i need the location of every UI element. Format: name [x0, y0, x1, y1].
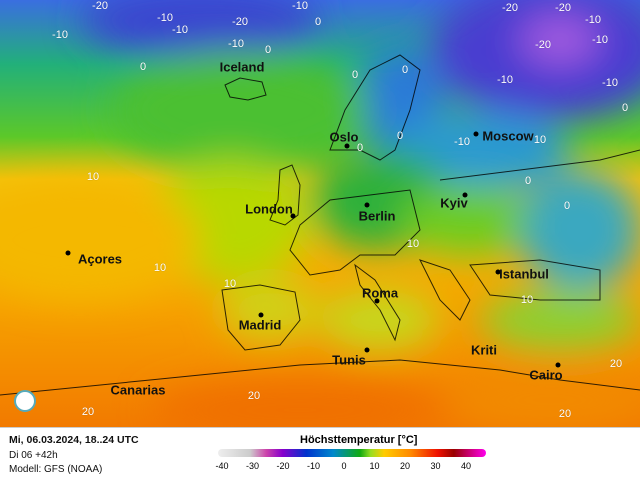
isotherm-label: 20 — [247, 390, 261, 402]
logo-icon — [14, 390, 36, 412]
city-marker — [374, 298, 380, 304]
isotherm-label: 10 — [153, 262, 167, 274]
isotherm-label: 0 — [524, 175, 532, 187]
isotherm-label: -20 — [535, 39, 551, 51]
legend-title: Höchsttemperatur [°C] — [300, 434, 418, 446]
isotherm-label: -10 — [292, 0, 308, 12]
isotherm-label: 0 — [621, 102, 629, 114]
city-marker — [555, 362, 561, 368]
city-label: Tunis — [332, 352, 366, 368]
city-label: Moscow — [482, 128, 534, 144]
city-label: Kyiv — [440, 195, 468, 211]
temperature-field — [0, 0, 640, 427]
valid-time: Mi, 06.03.2024, 18..24 UTC — [9, 434, 139, 446]
isotherm-label: -10 — [172, 24, 188, 36]
isotherm-label: -10 — [592, 34, 608, 46]
temperature-map[interactable]: -20 -10 -10 -20 -10 -10 0 -10 0 -20 -20 -10 -20 -10 -1… — [0, 0, 640, 427]
isotherm-label: 0 — [351, 69, 359, 81]
footer: Mi, 06.03.2024, 18..24 UTC Di 06 +42h Mo… — [0, 427, 640, 479]
isotherm-label: 0 — [264, 44, 272, 56]
city-label: Berlin — [358, 208, 396, 224]
isotherm-label: 0 — [356, 142, 364, 154]
city-marker — [364, 202, 370, 208]
coastlines — [0, 54, 640, 396]
isotherm-label: -10 — [228, 38, 244, 50]
city-label: Iceland — [219, 59, 265, 75]
isotherm-label: 0 — [314, 16, 322, 28]
city-label: London — [245, 201, 293, 217]
isotherm-label: 0 — [563, 200, 571, 212]
isotherm-label: 10 — [223, 278, 237, 290]
legend-tick: -10 — [306, 461, 321, 471]
model-name: Modell: GFS (NOAA) — [9, 464, 103, 475]
isotherm-label: -10 — [157, 12, 173, 24]
isotherm-label: -20 — [92, 0, 108, 12]
isotherm-label: 20 — [81, 406, 95, 418]
city-marker — [258, 312, 264, 318]
isotherm-label: 0 — [401, 64, 409, 76]
city-marker — [495, 269, 501, 275]
legend-tick: -40 — [215, 461, 229, 471]
legend-tick: 0 — [341, 461, 347, 471]
city-label: Kriti — [471, 342, 497, 358]
city-marker — [364, 347, 370, 353]
city-label: Istanbul — [499, 266, 549, 282]
legend-tick: 30 — [430, 461, 441, 471]
isotherm-label: -20 — [555, 2, 571, 14]
isotherm-label: -10 — [497, 74, 513, 86]
city-label: Oslo — [329, 129, 359, 145]
isotherm-label: 10 — [86, 171, 100, 183]
isotherm-label: -10 — [454, 136, 470, 148]
legend-tick: 40 — [460, 461, 472, 471]
color-scale-bar — [218, 449, 486, 457]
isotherm-label: -20 — [502, 2, 518, 14]
city-marker — [65, 250, 71, 256]
city-label: Canarias — [110, 382, 166, 398]
isotherm-label: -20 — [232, 16, 248, 28]
isotherm-label: 0 — [396, 130, 404, 142]
isotherm-label: 0 — [139, 61, 147, 73]
isotherm-label: 10 — [406, 238, 420, 250]
isotherm-label: -10 — [602, 77, 618, 89]
city-label: Madrid — [238, 317, 282, 333]
isotherm-label: -10 — [585, 14, 601, 26]
legend-tick: 10 — [369, 461, 380, 471]
isotherm-label: 10 — [533, 134, 547, 146]
legend-tick: -30 — [245, 461, 260, 471]
city-label: Cairo — [529, 367, 563, 383]
isotherm-label: -10 — [52, 29, 68, 41]
city-marker — [344, 143, 350, 149]
city-marker — [290, 213, 296, 219]
forecast-step: Di 06 +42h — [9, 450, 58, 461]
legend-tick: -20 — [276, 461, 290, 471]
city-marker — [462, 192, 468, 198]
city-marker — [473, 131, 479, 137]
isotherm-label: 20 — [609, 358, 623, 370]
isotherm-label: 20 — [558, 408, 572, 420]
isotherm-label: 10 — [520, 294, 534, 306]
city-label: Roma — [361, 285, 399, 301]
legend-tick: 20 — [399, 461, 411, 471]
city-label: Açores — [77, 251, 123, 267]
